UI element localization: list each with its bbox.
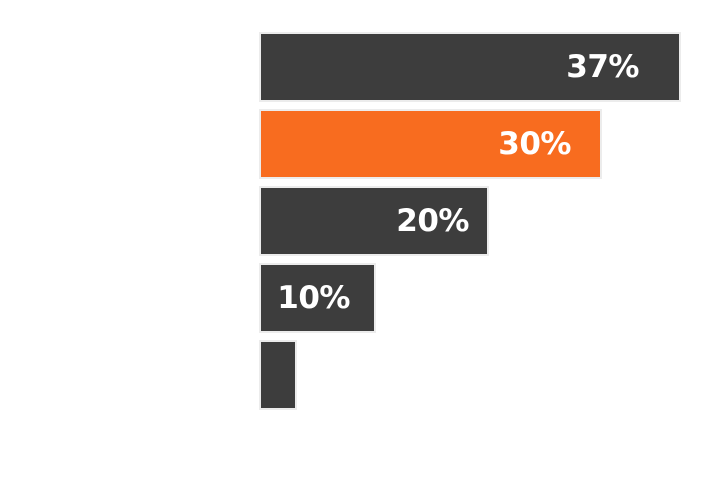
bar-segment: 30% xyxy=(261,111,600,177)
bar-row: 20% xyxy=(261,188,679,254)
bar-segment: 10% xyxy=(261,265,374,331)
bar-chart: 37% 30% 20% 10% xyxy=(261,34,679,408)
bar-row: 30% xyxy=(261,111,679,177)
bar-row: 37% xyxy=(261,34,679,100)
bar-value-label: 10% xyxy=(277,279,350,316)
bar-segment xyxy=(261,342,295,408)
bar-row: 10% xyxy=(261,265,679,331)
bar-value-label: 30% xyxy=(498,125,571,162)
bar-row xyxy=(261,342,679,408)
bar-value-label: 37% xyxy=(566,48,639,85)
bar-segment: 20% xyxy=(261,188,487,254)
bar-segment: 37% xyxy=(261,34,679,100)
bar-value-label: 20% xyxy=(396,202,469,239)
